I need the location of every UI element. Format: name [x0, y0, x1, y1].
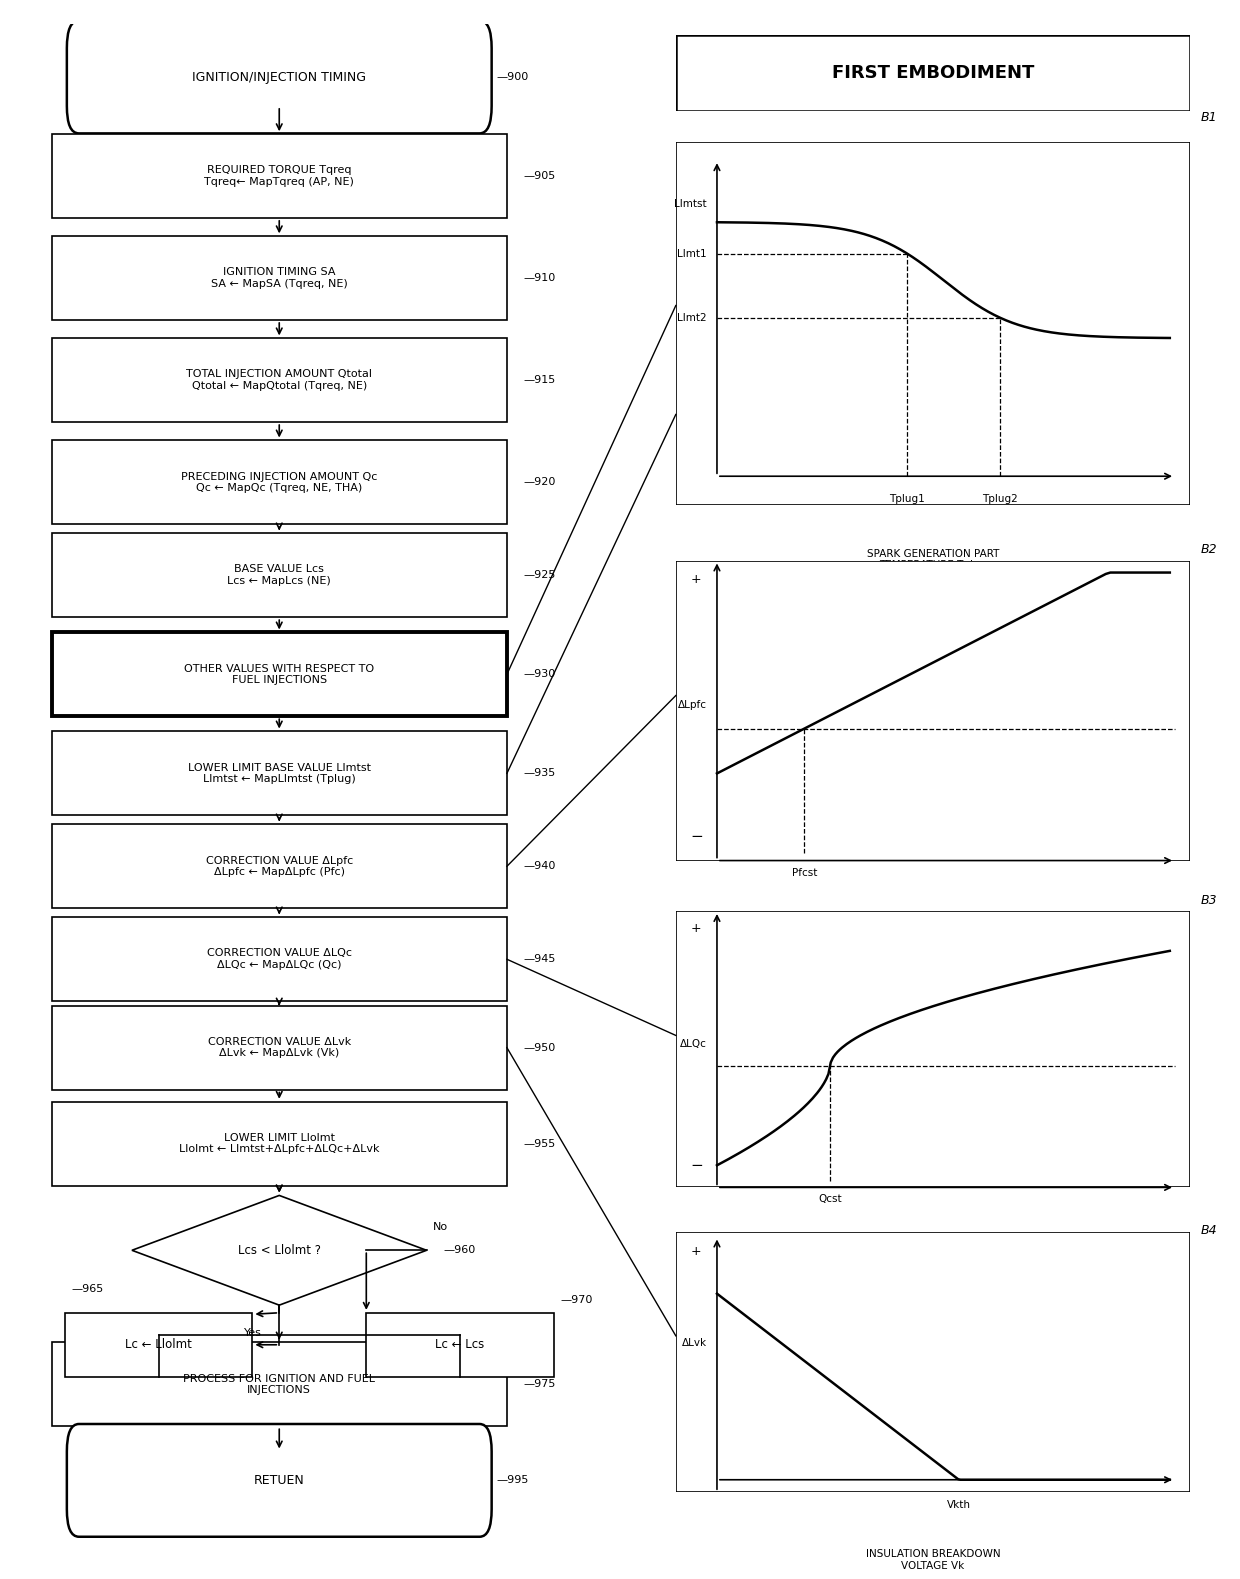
Bar	[52, 917, 507, 1001]
Text: ΔLvk: ΔLvk	[682, 1339, 707, 1348]
Bar	[52, 731, 507, 815]
Text: Lc ← Llolmt: Lc ← Llolmt	[125, 1339, 192, 1352]
Text: FUEL PRESSURE Pfc AT
PRECEDING INJECTION: FUEL PRESSURE Pfc AT PRECEDING INJECTION	[874, 916, 992, 938]
Text: —965: —965	[72, 1284, 104, 1295]
Text: —920: —920	[523, 477, 556, 488]
Text: —935: —935	[523, 769, 556, 778]
Text: —905: —905	[523, 171, 556, 182]
Text: REQUIRED TORQUE Tqreq
Tqreq← MapTqreq (AP, NE): REQUIRED TORQUE Tqreq Tqreq← MapTqreq (A…	[205, 166, 355, 186]
Text: Llmt2: Llmt2	[677, 313, 707, 322]
Text: No: No	[433, 1222, 449, 1233]
Text: —900: —900	[496, 73, 528, 82]
Bar	[52, 633, 507, 717]
Text: FIRST EMBODIMENT: FIRST EMBODIMENT	[832, 63, 1034, 82]
Text: Lc ← Lcs: Lc ← Lcs	[435, 1339, 485, 1352]
Bar	[366, 1312, 554, 1377]
Text: —925: —925	[523, 570, 556, 579]
Text: —940: —940	[523, 861, 556, 872]
Bar	[52, 1102, 507, 1186]
Text: LOWER LIMIT Llolmt
Llolmt ← Llmtst+ΔLpfc+ΔLQc+ΔLvk: LOWER LIMIT Llolmt Llolmt ← Llmtst+ΔLpfc…	[179, 1132, 379, 1154]
Text: —960: —960	[444, 1246, 476, 1255]
Text: —970: —970	[560, 1295, 593, 1306]
Text: B2: B2	[1200, 543, 1218, 556]
Polygon shape	[131, 1195, 427, 1306]
Text: —950: —950	[523, 1042, 556, 1053]
Text: ΔLpfc: ΔLpfc	[678, 699, 707, 709]
Text: Vkth: Vkth	[947, 1500, 971, 1510]
Text: LOWER LIMIT BASE VALUE Llmtst
Llmtst ← MapLlmtst (Tplug): LOWER LIMIT BASE VALUE Llmtst Llmtst ← M…	[187, 763, 371, 785]
Text: −: −	[689, 829, 703, 845]
Text: —955: —955	[523, 1138, 556, 1148]
Bar	[52, 1342, 507, 1426]
Text: TOTAL INJECTION AMOUNT Qtotal
Qtotal ← MapQtotal (Tqreq, NE): TOTAL INJECTION AMOUNT Qtotal Qtotal ← M…	[186, 369, 372, 392]
Bar	[52, 1006, 507, 1090]
Text: PRECEDING INJECTION AMOUNT Qc
Qc ← MapQc (Tqreq, NE, THA): PRECEDING INJECTION AMOUNT Qc Qc ← MapQc…	[181, 472, 377, 493]
Text: PRECEDING INJECTION
AMOUNT Qc: PRECEDING INJECTION AMOUNT Qc	[874, 1238, 992, 1260]
Text: SPARK GENERATION PART
TEMPERATURE Tplug: SPARK GENERATION PART TEMPERATURE Tplug	[867, 549, 999, 570]
Text: Tplug2: Tplug2	[982, 494, 1018, 504]
Text: Tplug1: Tplug1	[889, 494, 925, 504]
Text: Yes: Yes	[243, 1328, 262, 1337]
Text: B3: B3	[1200, 894, 1218, 906]
Text: BASE VALUE Lcs
Lcs ← MapLcs (NE): BASE VALUE Lcs Lcs ← MapLcs (NE)	[227, 564, 331, 586]
Text: CORRECTION VALUE ΔLpfc
ΔLpfc ← MapΔLpfc (Pfc): CORRECTION VALUE ΔLpfc ΔLpfc ← MapΔLpfc …	[206, 856, 353, 876]
Text: B4: B4	[1200, 1224, 1218, 1236]
Text: Qcst: Qcst	[818, 1194, 842, 1205]
Text: IGNITION TIMING SA
SA ← MapSA (Tqreq, NE): IGNITION TIMING SA SA ← MapSA (Tqreq, NE…	[211, 267, 347, 289]
Text: +: +	[691, 573, 702, 586]
Text: Lcs < Llolmt ?: Lcs < Llolmt ?	[238, 1244, 321, 1257]
Text: Pfcst: Pfcst	[792, 868, 817, 878]
Text: OTHER VALUES WITH RESPECT TO
FUEL INJECTIONS: OTHER VALUES WITH RESPECT TO FUEL INJECT…	[185, 663, 374, 685]
Text: RETUEN: RETUEN	[254, 1473, 305, 1487]
Text: ΔLQc: ΔLQc	[680, 1039, 707, 1048]
Bar	[52, 338, 507, 422]
Text: —975: —975	[523, 1380, 556, 1390]
Bar	[52, 237, 507, 321]
FancyBboxPatch shape	[67, 1424, 491, 1536]
FancyBboxPatch shape	[67, 21, 491, 133]
Bar	[52, 534, 507, 617]
Bar	[64, 1312, 253, 1377]
Text: INSULATION BREAKDOWN
VOLTAGE Vk: INSULATION BREAKDOWN VOLTAGE Vk	[866, 1549, 1001, 1571]
Bar	[52, 134, 507, 218]
Text: PROCESS FOR IGNITION AND FUEL
INJECTIONS: PROCESS FOR IGNITION AND FUEL INJECTIONS	[184, 1374, 376, 1396]
Text: CORRECTION VALUE ΔLvk
ΔLvk ← MapΔLvk (Vk): CORRECTION VALUE ΔLvk ΔLvk ← MapΔLvk (Vk…	[207, 1037, 351, 1058]
Text: CORRECTION VALUE ΔLQc
ΔLQc ← MapΔLQc (Qc): CORRECTION VALUE ΔLQc ΔLQc ← MapΔLQc (Qc…	[207, 949, 352, 970]
Text: Llmtst: Llmtst	[675, 199, 707, 208]
Text: −: −	[689, 1157, 703, 1173]
Bar	[52, 824, 507, 908]
Text: +: +	[691, 1244, 702, 1258]
Text: —910: —910	[523, 273, 556, 283]
Text: —945: —945	[523, 954, 556, 965]
Bar	[52, 441, 507, 524]
Text: —930: —930	[523, 669, 556, 679]
Text: —995: —995	[496, 1475, 528, 1486]
Text: Llmt1: Llmt1	[677, 249, 707, 259]
Text: IGNITION/INJECTION TIMING: IGNITION/INJECTION TIMING	[192, 71, 366, 84]
Text: B1: B1	[1200, 111, 1218, 123]
Text: +: +	[691, 922, 702, 935]
Text: —915: —915	[523, 376, 556, 385]
